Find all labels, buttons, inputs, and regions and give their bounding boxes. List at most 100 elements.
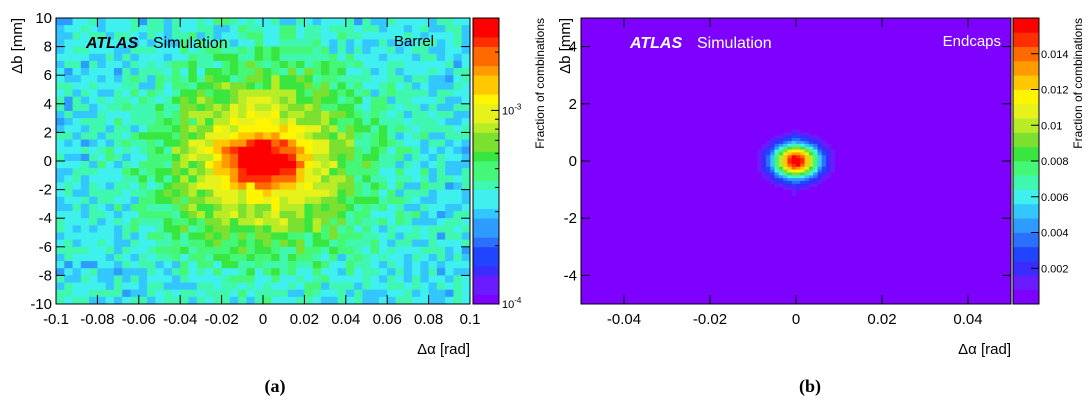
- heatmap-cell: [188, 168, 198, 176]
- heatmap-cell: [113, 146, 123, 155]
- heatmap-cell: [445, 246, 454, 255]
- heatmap-cell: [113, 46, 123, 55]
- heatmap-cell: [147, 261, 156, 269]
- heatmap-cell: [155, 168, 165, 176]
- heatmap-cell: [213, 39, 222, 47]
- heatmap-cell: [362, 146, 372, 155]
- heatmap-cell: [138, 89, 148, 98]
- heatmap-cell: [428, 175, 438, 183]
- heatmap-cell: [320, 75, 330, 83]
- heatmap-cell: [436, 146, 446, 155]
- heatmap-cell: [329, 253, 338, 262]
- heatmap-cell: [56, 32, 65, 40]
- heatmap-cell: [461, 39, 470, 47]
- heatmap-cell: [263, 125, 272, 133]
- heatmap-cell: [205, 110, 214, 119]
- heatmap-cell: [180, 161, 189, 169]
- heatmap-cell: [263, 218, 272, 226]
- heatmap-cell: [196, 175, 206, 183]
- heatmap-cell: [378, 25, 388, 33]
- heatmap-cell: [783, 178, 788, 182]
- heatmap-cell: [205, 261, 214, 269]
- heatmap-cell: [412, 153, 421, 162]
- heatmap-cell: [312, 110, 322, 119]
- heatmap-cell: [238, 232, 247, 241]
- heatmap-cell: [791, 155, 797, 159]
- heatmap-cell: [420, 53, 429, 62]
- heatmap-cell: [387, 225, 396, 233]
- heatmap-cell: [105, 182, 115, 190]
- heatmap-cell: [196, 18, 206, 26]
- heatmap-cell: [403, 218, 413, 226]
- heatmap-cell: [461, 32, 470, 40]
- heatmap-cell: [80, 25, 90, 33]
- heatmap-cell: [337, 153, 347, 162]
- heatmap-cell: [362, 225, 372, 233]
- heatmap-cell: [804, 143, 810, 148]
- heatmap-cell: [787, 140, 793, 145]
- heatmap-cell: [395, 161, 405, 169]
- heatmap-cell: [221, 125, 231, 133]
- heatmap-cell: [830, 152, 836, 156]
- heatmap-cell: [97, 39, 107, 47]
- heatmap-cell: [89, 96, 98, 105]
- heatmap-cell: [757, 155, 762, 159]
- heatmap-cell: [89, 211, 98, 219]
- heatmap-cell: [378, 275, 388, 283]
- heatmap-cell: [238, 25, 247, 33]
- region-label-a: Barrel: [394, 33, 434, 50]
- x-tick-label: 0: [259, 311, 267, 328]
- heatmap-cell: [378, 196, 388, 205]
- heatmap-cell: [362, 153, 372, 162]
- heatmap-cell: [138, 68, 148, 76]
- heatmap-cell: [263, 132, 272, 140]
- heatmap-cell: [320, 268, 330, 276]
- heatmap-cell: [97, 118, 107, 126]
- heatmap-cell: [320, 132, 330, 140]
- heatmap-cell: [287, 289, 297, 298]
- heatmap-cell: [796, 143, 801, 148]
- heatmap-cell: [420, 282, 429, 291]
- heatmap-cell: [221, 239, 231, 248]
- heatmap-cell: [304, 275, 314, 283]
- heatmap-cell: [188, 182, 198, 190]
- heatmap-cell: [97, 246, 107, 255]
- heatmap-cell: [428, 32, 438, 40]
- x-tick-label: 0.1: [460, 311, 481, 328]
- heatmap-cell: [97, 125, 107, 133]
- x-tick-label: -0.06: [122, 311, 156, 328]
- heatmap-cell: [271, 96, 280, 105]
- heatmap-cell: [229, 82, 239, 90]
- heatmap-cell: [213, 146, 222, 155]
- heatmap-cell: [163, 253, 173, 262]
- y-tick-label: 4: [569, 39, 577, 56]
- heatmap-cell: [246, 282, 256, 291]
- heatmap-cell: [826, 158, 831, 162]
- heatmap-cell: [387, 261, 396, 269]
- heatmap-cell: [778, 163, 784, 168]
- heatmap-cell: [155, 203, 165, 212]
- heatmap-cell: [138, 189, 148, 198]
- heatmap-cell: [138, 275, 148, 283]
- heatmap-cell: [813, 161, 818, 165]
- heatmap-cell: [445, 46, 454, 55]
- heatmap-cell: [345, 189, 355, 198]
- heatmap-cell: [791, 169, 797, 173]
- heatmap-cell: [188, 103, 198, 112]
- x-tick-label: 0.02: [290, 311, 319, 328]
- heatmap-cell: [113, 211, 123, 219]
- y-tick-label: 4: [44, 96, 52, 113]
- heatmap-cell: [263, 161, 272, 169]
- heatmap-cell: [412, 161, 421, 169]
- heatmap-cell: [130, 132, 140, 140]
- heatmap-cell: [147, 211, 156, 219]
- heatmap-cell: [403, 125, 413, 133]
- heatmap-cell: [804, 138, 810, 142]
- heatmap-cell: [89, 18, 98, 26]
- heatmap-cell: [813, 155, 818, 159]
- heatmap-cell: [804, 155, 810, 159]
- heatmap-cell: [130, 161, 140, 169]
- heatmap-cell: [296, 153, 305, 162]
- heatmap-cell: [312, 282, 322, 291]
- heatmap-cell: [337, 53, 347, 62]
